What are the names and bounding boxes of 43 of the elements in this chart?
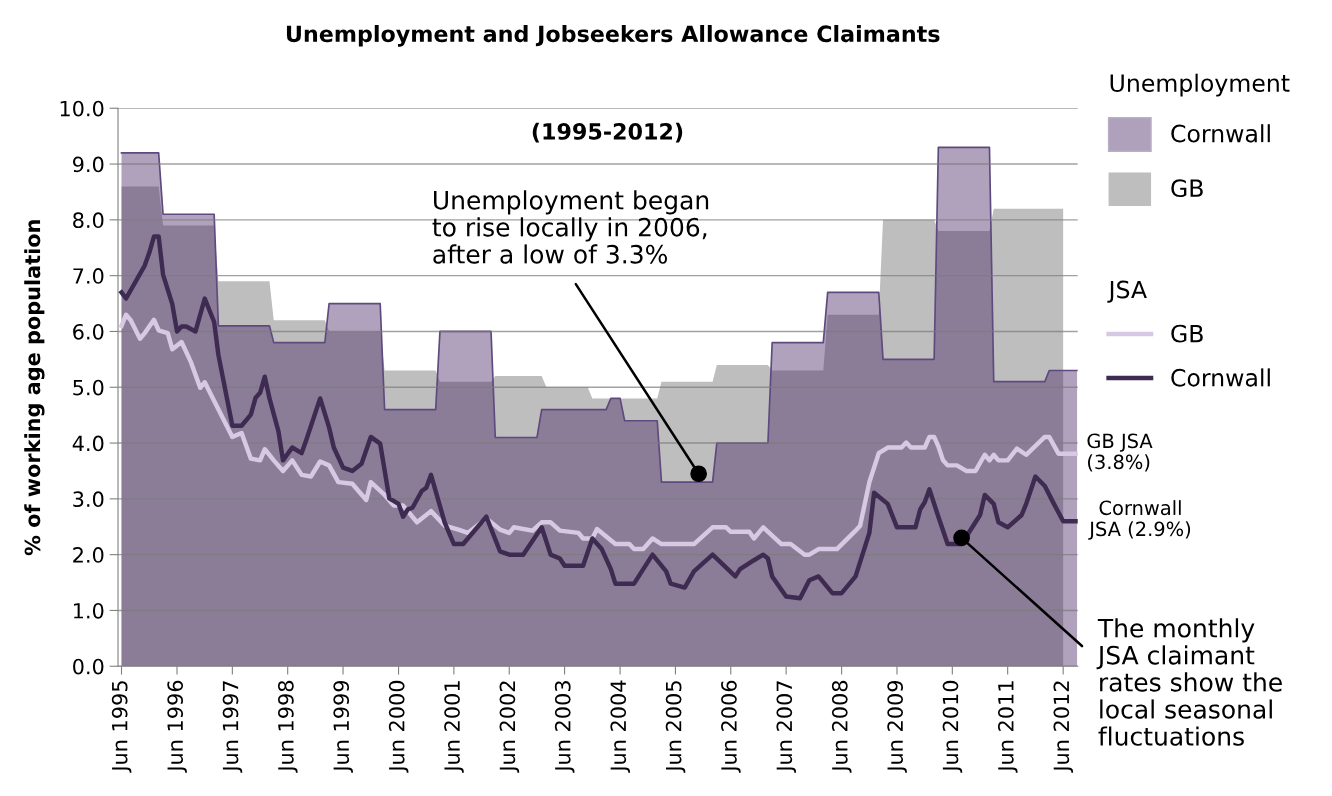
- legend-title: Unemployment: [1110, 73, 1290, 97]
- y-tick-label: 2.0: [73, 547, 104, 563]
- x-tick-label: Jun 2008: [831, 680, 852, 773]
- x-tick-label: Jun 2010: [942, 680, 963, 773]
- y-tick-label: 4.0: [72, 435, 104, 452]
- x-tick-label: Jun 2002: [499, 681, 520, 773]
- x-tick-label: Jun 2001: [444, 681, 464, 773]
- x-tick-label: Jun 2006: [721, 680, 741, 773]
- text: JSA: [1107, 280, 1147, 303]
- x-tick-label: Jun 1997: [222, 681, 243, 773]
- y-tick-label: 8.0: [73, 212, 104, 229]
- x-tick-label: Jun 1996: [167, 680, 187, 773]
- y-tick-label: 3.0: [73, 491, 104, 508]
- y-tick-label: 7.0: [73, 268, 104, 284]
- x-tick-label: Jun 2004: [610, 680, 630, 773]
- legend-label: GB: [1171, 324, 1203, 343]
- y-tick-label: 9.0: [73, 156, 104, 173]
- legend-label: Cornwall: [1171, 124, 1270, 143]
- x-tick-label: Jun 2005: [665, 681, 686, 773]
- y-tick-label: 6.0: [73, 323, 104, 340]
- y-tick-label: 0.0: [73, 658, 104, 675]
- y-tick-label: 5.0: [73, 379, 104, 396]
- x-tick-label: Jun 2012: [1053, 681, 1074, 773]
- x-tick-label: Jun 1999: [333, 680, 353, 773]
- x-tick-label: Jun 2011: [997, 681, 1018, 773]
- y-tick-label: 10.0: [60, 100, 104, 117]
- legend-label: GB: [1171, 179, 1203, 198]
- line-series: [119, 312, 1078, 557]
- x-tick-label: Jun 2003: [554, 681, 575, 773]
- x-tick-label: Jun 2009: [887, 680, 907, 773]
- text: GB JSA (3.8%): [1087, 433, 1153, 472]
- y-tick-label: 1.0: [73, 602, 104, 619]
- annotation: The monthly JSA claimant rates show the local seasonal fluctuations: [1096, 618, 1282, 746]
- chart-title: Unemployment and Jobseekers Allowance Claimants: [286, 24, 940, 47]
- legend-label: Cornwall: [1171, 368, 1270, 387]
- annotation: Unemployment began to rise locally in 2006, after a low of 3.3%: [432, 190, 709, 264]
- text: Cornwall JSA (2.9%): [1088, 500, 1191, 540]
- x-tick-label: Jun 2000: [388, 680, 409, 773]
- y-axis-title: % of working age population: [24, 220, 45, 556]
- x-tick-label: Jun 1995: [111, 681, 132, 773]
- text: (1995-2012): [532, 122, 683, 143]
- x-tick-label: Jun 1998: [277, 680, 298, 773]
- x-tick-label: Jun 2007: [776, 681, 797, 773]
